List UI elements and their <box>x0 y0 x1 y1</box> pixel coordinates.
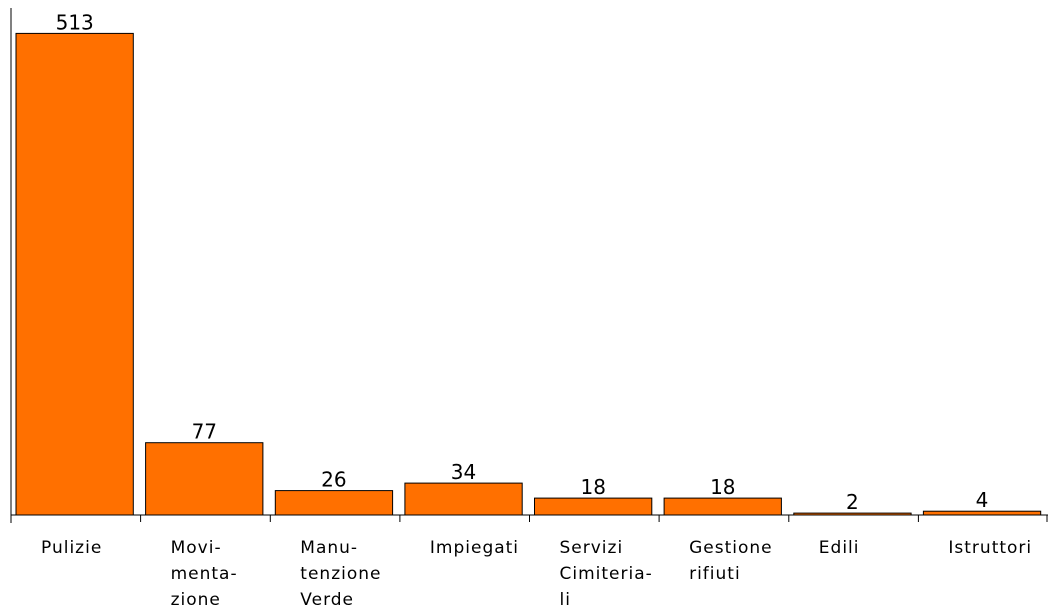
category-label: Pulizie <box>41 538 102 558</box>
value-labels-group: 513 77 26 34 18 18 2 4 <box>56 10 989 514</box>
category-label: Gestione <box>689 538 773 558</box>
category-label: li <box>560 590 571 605</box>
bars-group <box>15 32 1042 516</box>
category-label: Movi- <box>171 538 222 558</box>
bar-value-label: 513 <box>56 10 94 34</box>
category-label: tenzione <box>300 564 381 584</box>
bar-value-label: 77 <box>192 420 217 444</box>
category-label: Istruttori <box>948 538 1032 558</box>
bar <box>663 497 782 516</box>
category-label: rifiuti <box>689 564 741 584</box>
category-label: Verde <box>300 590 354 605</box>
bar <box>404 482 523 516</box>
bar-value-label: 18 <box>580 475 605 499</box>
category-label: Impiegati <box>430 538 519 558</box>
bar <box>274 490 394 516</box>
bar-value-label: 26 <box>321 468 346 492</box>
x-ticks-group <box>10 515 1048 522</box>
category-label: Edili <box>819 538 860 558</box>
bar-value-label: 2 <box>846 490 859 514</box>
bar <box>145 442 264 516</box>
bar <box>15 32 134 516</box>
bar-value-label: 4 <box>976 488 989 512</box>
category-label: Manu- <box>300 538 358 558</box>
category-label: Servizi <box>560 538 624 558</box>
bar-value-label: 18 <box>710 475 735 499</box>
bar-value-label: 34 <box>451 460 476 484</box>
category-label: zione <box>171 590 221 605</box>
category-label: Cimiteria- <box>560 564 653 584</box>
category-labels-group: Pulizie Movi-menta-zione Manu-tenzione Verd… <box>41 538 1032 605</box>
category-label: menta- <box>171 564 238 584</box>
bar <box>534 497 653 516</box>
